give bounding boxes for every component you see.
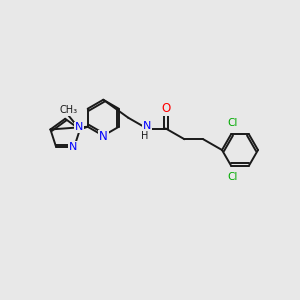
Text: N: N bbox=[99, 130, 108, 143]
Text: Cl: Cl bbox=[227, 118, 237, 128]
Text: CH₃: CH₃ bbox=[60, 105, 78, 115]
Text: O: O bbox=[161, 102, 170, 115]
Text: N: N bbox=[74, 122, 83, 133]
Text: Cl: Cl bbox=[227, 172, 237, 182]
Text: H: H bbox=[141, 131, 148, 141]
Text: N: N bbox=[69, 142, 77, 152]
Text: N: N bbox=[143, 121, 151, 131]
